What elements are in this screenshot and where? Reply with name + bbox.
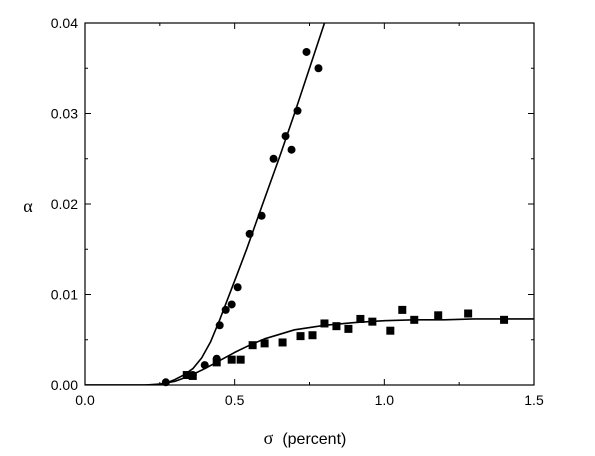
data-point-square [386,326,395,335]
x-axis-unit: (percent) [282,431,346,448]
data-point-circle [269,154,278,163]
data-point-square [410,315,419,324]
x-tick-label: 0.0 [75,392,95,408]
data-point-circle [227,300,236,309]
data-point-square [227,355,236,364]
data-point-circle [215,321,224,330]
y-tick-label: 0.04 [51,15,78,31]
data-point-square [332,322,341,331]
data-point-square [188,371,197,380]
x-tick-label: 1.0 [375,392,395,408]
data-point-circle [200,361,209,370]
data-point-circle [257,211,266,220]
data-point-square [260,339,269,348]
data-point-square [398,305,407,314]
y-tick-label: 0.03 [51,106,78,122]
x-tick-label: 1.5 [524,392,544,408]
y-tick-label: 0.02 [51,196,78,212]
x-axis-title: σ (percent) [264,428,347,448]
plot-frame [84,22,535,386]
data-point-circle [245,229,254,238]
y-axis-title: α [23,196,33,216]
fit-curve-circle [85,23,326,385]
data-markers [161,47,509,387]
axis-ticks [84,22,535,386]
data-point-square [344,324,353,333]
data-point-circle [287,145,296,154]
fit-curves [85,23,534,385]
data-point-circle [161,378,170,387]
data-point-square [434,311,443,320]
data-point-circle [281,132,290,141]
data-point-square [212,358,221,367]
fit-curve-square [85,318,534,385]
data-point-circle [221,305,230,314]
data-point-square [308,331,317,340]
y-tick-label: 0.00 [51,377,78,393]
data-point-square [248,341,257,350]
data-point-square [278,338,287,347]
tick-labels: 0.0 0.5 1.0 1.5 0.00 0.01 0.02 0.03 0.04 [51,15,544,408]
data-point-square [236,355,245,364]
data-point-circle [302,47,311,56]
data-point-circle [233,283,242,292]
data-point-square [182,371,191,380]
data-point-square [320,319,329,328]
x-axis-symbol: σ [264,428,274,448]
data-point-square [296,332,305,341]
data-point-square [368,317,377,326]
data-point-circle [314,64,323,73]
y-tick-label: 0.01 [51,287,78,303]
data-point-square [500,315,509,324]
data-point-square [356,314,365,323]
data-point-circle [293,106,302,115]
x-tick-label: 0.5 [225,392,245,408]
data-point-square [464,309,473,318]
